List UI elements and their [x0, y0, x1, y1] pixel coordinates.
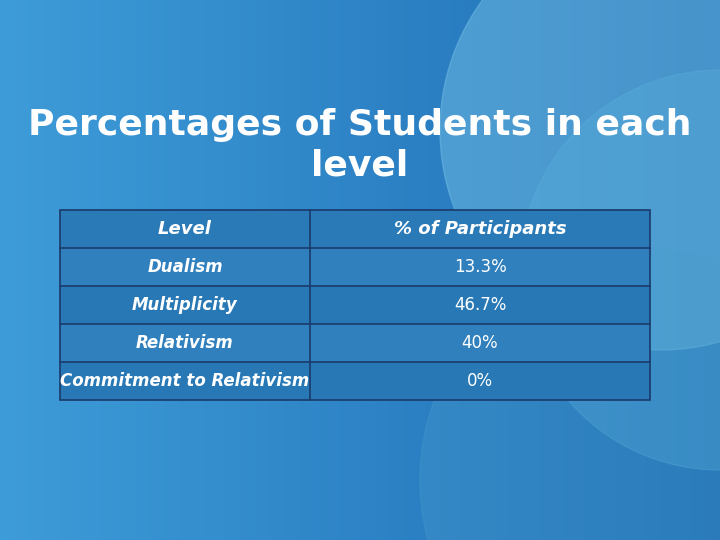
Text: Level: Level: [158, 220, 212, 238]
Text: level: level: [311, 148, 409, 182]
Polygon shape: [520, 70, 720, 470]
Bar: [60, 248, 650, 286]
Bar: [60, 324, 650, 362]
Polygon shape: [440, 0, 720, 350]
Bar: [60, 362, 650, 400]
Text: Percentages of Students in each: Percentages of Students in each: [28, 108, 692, 142]
Bar: [60, 286, 650, 324]
Text: Dualism: Dualism: [147, 258, 222, 276]
Bar: [60, 210, 650, 400]
Bar: [60, 210, 650, 248]
Text: 46.7%: 46.7%: [454, 296, 506, 314]
Text: Multiplicity: Multiplicity: [132, 296, 238, 314]
Text: Commitment to Relativism: Commitment to Relativism: [60, 372, 310, 390]
Text: Relativism: Relativism: [136, 334, 234, 352]
Text: 13.3%: 13.3%: [454, 258, 506, 276]
Text: % of Participants: % of Participants: [394, 220, 567, 238]
Polygon shape: [420, 250, 720, 540]
Text: 0%: 0%: [467, 372, 493, 390]
Text: 40%: 40%: [462, 334, 498, 352]
